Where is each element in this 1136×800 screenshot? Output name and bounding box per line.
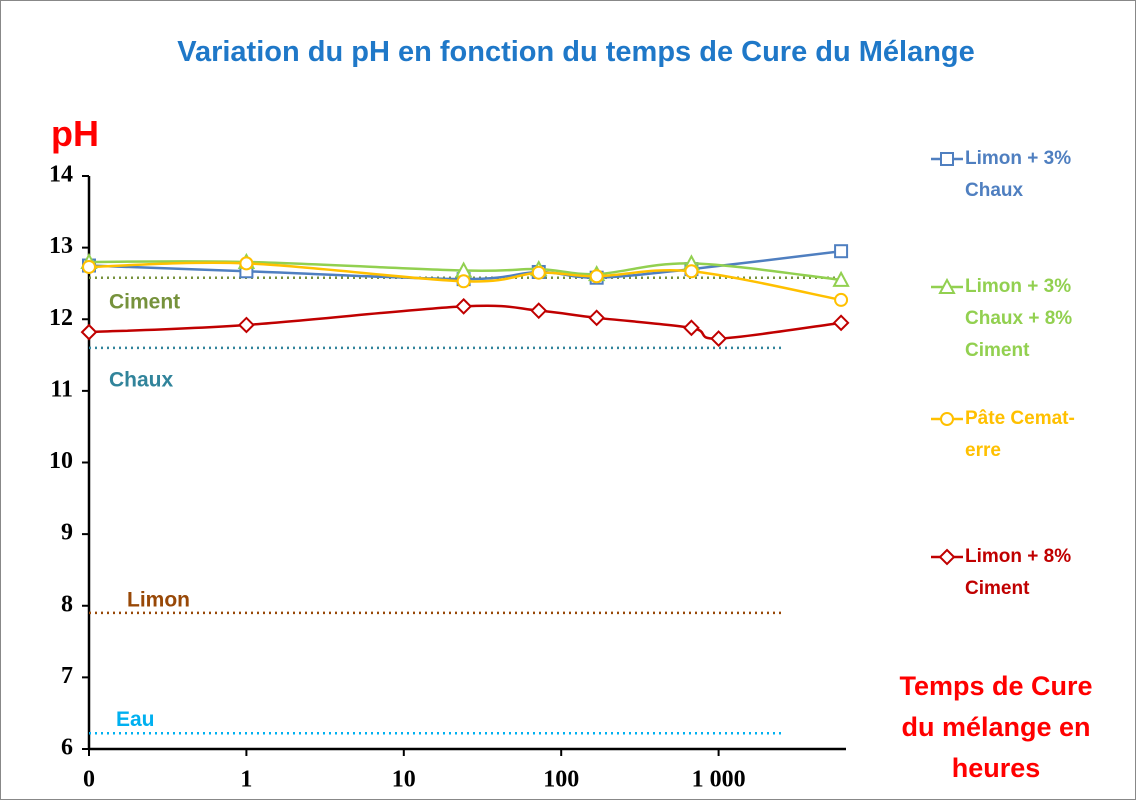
marker [456, 274, 471, 289]
legend-symbol [931, 152, 963, 166]
x-tick-label: 10 [392, 767, 416, 793]
marker [710, 330, 728, 348]
marker [455, 297, 473, 315]
reference-label: Ciment [109, 290, 180, 313]
x-tick-label: 1 [240, 767, 252, 793]
y-tick-label: 8 [61, 591, 73, 617]
marker [940, 152, 954, 166]
marker [938, 277, 956, 294]
legend-entry: Limon + 3% Chaux [929, 143, 1109, 207]
x-tick-label: 100 [543, 767, 579, 793]
y-tick-label: 14 [49, 162, 73, 188]
legend-symbol [931, 277, 963, 294]
reference-label: Chaux [109, 368, 174, 391]
y-tick-label: 11 [50, 376, 73, 402]
marker [589, 269, 604, 284]
y-axis-title: pH [51, 113, 99, 154]
marker [80, 323, 98, 341]
reference-label: Eau [116, 708, 155, 731]
marker [832, 270, 850, 287]
legend-label: Pâte Cemat­erre [965, 408, 1075, 461]
legend-label: Limon + 3% Chaux + 8% Ciment [965, 276, 1073, 361]
marker [834, 244, 849, 259]
marker [531, 265, 546, 280]
marker [938, 548, 956, 566]
legend-label: Limon + 3% Chaux [965, 148, 1072, 201]
series-line [88, 260, 842, 282]
chart-title: Variation du pH en fonction du temps de … [177, 36, 975, 68]
legend-entry: Limon + 3% Chaux + 8% Ciment [929, 271, 1109, 367]
marker [684, 264, 699, 279]
marker [834, 292, 849, 307]
x-tick-label: 0 [83, 767, 95, 793]
marker [239, 256, 254, 271]
marker [832, 314, 850, 332]
legend-symbol [931, 548, 963, 566]
y-tick-label: 7 [61, 663, 73, 689]
reference-label: Limon [127, 588, 190, 611]
x-tick-label: 1 000 [692, 767, 746, 793]
legend-entry: Limon + 8% Ciment [929, 541, 1109, 605]
marker [940, 412, 954, 426]
y-tick-label: 10 [49, 448, 73, 474]
y-tick-label: 13 [49, 233, 73, 259]
marker [237, 316, 255, 334]
y-tick-label: 9 [61, 520, 73, 546]
y-tick-label: 12 [49, 305, 73, 331]
legend-entry: Pâte Cemat­erre [929, 403, 1109, 467]
legend-symbol [931, 412, 963, 426]
marker [588, 309, 606, 327]
marker [683, 319, 700, 337]
marker [530, 302, 548, 320]
marker [82, 259, 96, 274]
y-tick-label: 6 [61, 735, 73, 761]
x-axis-title: Temps de Cure du mélange en heures [899, 671, 1093, 783]
legend-label: Limon + 8% Ciment [965, 546, 1072, 599]
